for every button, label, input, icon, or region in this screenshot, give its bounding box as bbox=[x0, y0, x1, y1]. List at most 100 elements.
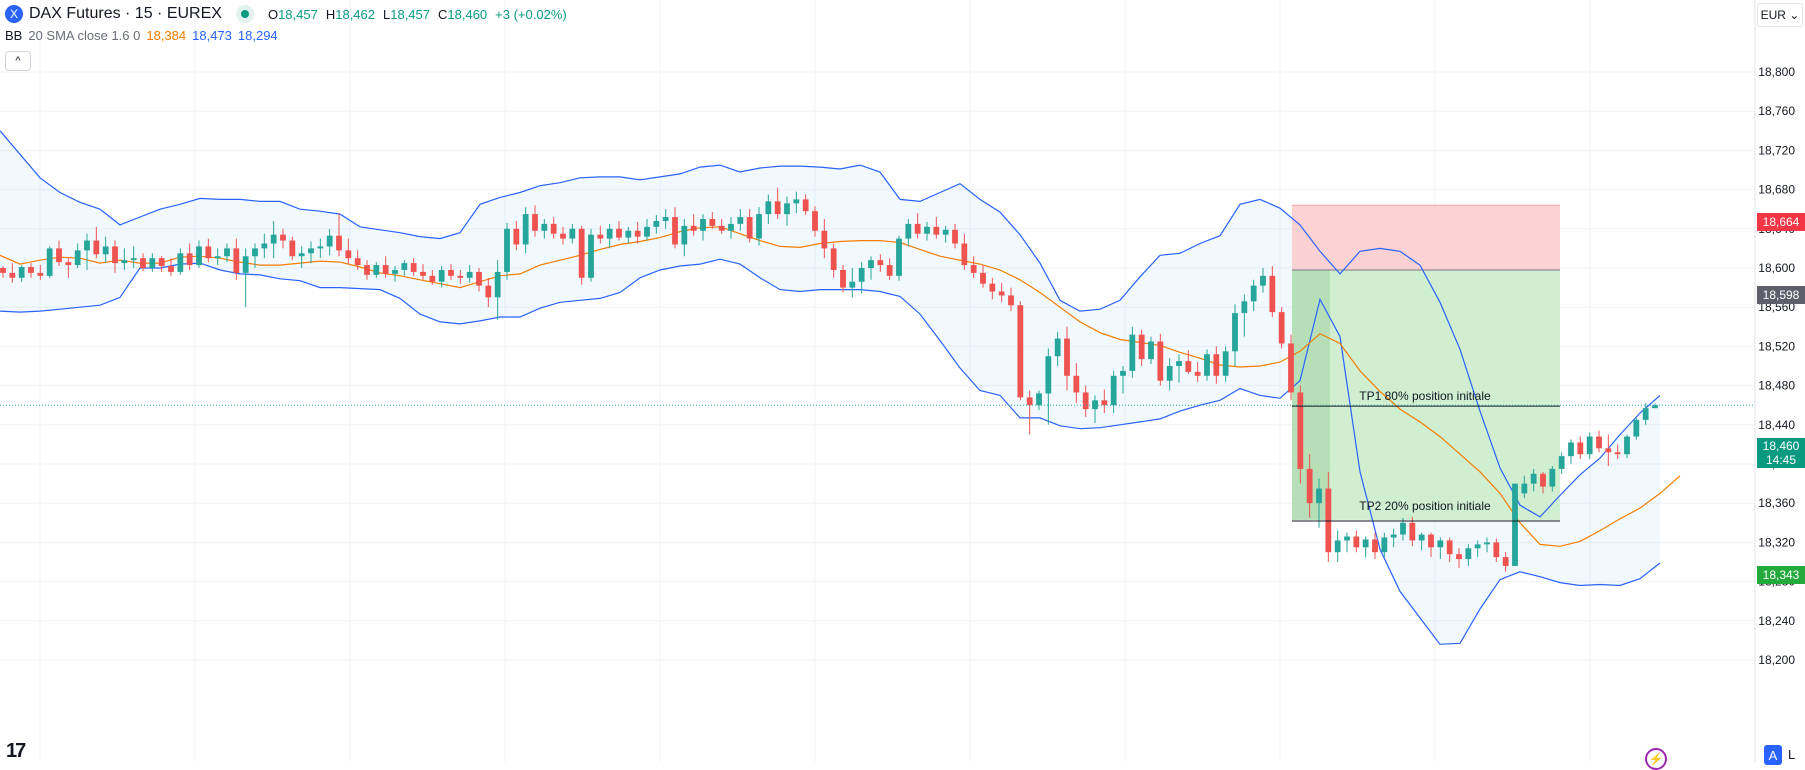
currency-button[interactable]: EUR ⌄ bbox=[1757, 3, 1803, 27]
candle-up bbox=[504, 228, 510, 272]
candle-up bbox=[1362, 539, 1369, 548]
candle-down bbox=[1073, 375, 1080, 393]
candle-up bbox=[1204, 354, 1210, 376]
candle-down bbox=[1353, 536, 1360, 548]
candle-down bbox=[933, 226, 940, 235]
candle-down bbox=[1157, 341, 1164, 381]
candle-down bbox=[532, 214, 538, 231]
candle-down bbox=[429, 275, 436, 282]
indicator-legend[interactable]: BB 20 SMA close 1.6 0 18,384 18,473 18,2… bbox=[5, 28, 278, 43]
candle-down bbox=[420, 271, 426, 276]
candle-down bbox=[774, 201, 781, 215]
long-position-tool[interactable] bbox=[1292, 204, 1560, 520]
candle-down bbox=[1493, 542, 1500, 558]
candle-down bbox=[37, 272, 44, 276]
candle-up bbox=[1465, 548, 1472, 560]
candle-up bbox=[942, 229, 949, 235]
candle-up bbox=[1129, 334, 1136, 371]
candle-up bbox=[121, 260, 128, 264]
bollinger-background bbox=[0, 130, 1660, 645]
tradingview-logo-icon[interactable]: 17 bbox=[6, 740, 26, 762]
candle-down bbox=[1017, 305, 1024, 398]
candle-down bbox=[970, 265, 977, 273]
candle-up bbox=[317, 246, 324, 249]
candles bbox=[0, 187, 1658, 572]
candle-up bbox=[252, 248, 258, 257]
candle-up bbox=[784, 203, 790, 215]
candle-down bbox=[1297, 392, 1304, 469]
candle-down bbox=[952, 229, 958, 244]
candle-down bbox=[1269, 275, 1276, 313]
candle-down bbox=[364, 265, 370, 275]
candle-up bbox=[765, 201, 772, 215]
candle-up bbox=[1036, 393, 1042, 406]
candle-up bbox=[1232, 313, 1238, 352]
candle-down bbox=[448, 269, 454, 276]
change-value: +3 (+0.02%) bbox=[495, 6, 567, 22]
market-open-status-icon[interactable] bbox=[235, 5, 254, 23]
last-price-badge: 18,460 14:45 bbox=[1757, 438, 1805, 468]
candle-down bbox=[0, 268, 6, 273]
candle-down bbox=[1540, 473, 1546, 487]
candle-up bbox=[1054, 338, 1061, 357]
candle-up bbox=[681, 225, 688, 245]
log-scale-button[interactable]: L bbox=[1788, 747, 1796, 762]
candle-down bbox=[233, 248, 240, 273]
candle-down bbox=[289, 240, 296, 257]
candle-up bbox=[401, 263, 408, 270]
y-tick-label: 18,800 bbox=[1758, 65, 1795, 79]
chart-overlays: TP1 80% position initiale TP2 20% positio… bbox=[0, 389, 1755, 522]
candle-up bbox=[1512, 483, 1518, 566]
candle-up bbox=[1120, 370, 1126, 376]
candle-up bbox=[84, 240, 90, 251]
auto-scale-button[interactable]: A bbox=[1764, 745, 1782, 765]
candle-up bbox=[392, 269, 398, 274]
candle-down bbox=[56, 248, 62, 263]
candle-down bbox=[9, 272, 16, 278]
candle-down bbox=[168, 266, 174, 272]
candle-down bbox=[513, 228, 520, 245]
candle-up bbox=[1241, 301, 1248, 314]
candle-down bbox=[1428, 534, 1434, 548]
bolt-icon[interactable]: ⚡ bbox=[1645, 748, 1667, 770]
candle-up bbox=[242, 256, 249, 273]
tp2-label: TP2 20% position initiale bbox=[1359, 499, 1491, 513]
candle-up bbox=[1390, 534, 1397, 538]
candle-up bbox=[849, 281, 856, 288]
candle-up bbox=[270, 234, 277, 244]
candle-up bbox=[662, 217, 669, 221]
chart-grid bbox=[0, 0, 1755, 762]
candle-up bbox=[1250, 285, 1257, 302]
candle-up bbox=[308, 248, 314, 254]
candle-down bbox=[914, 223, 921, 234]
candle-down bbox=[830, 248, 837, 270]
candle-down bbox=[410, 263, 417, 272]
stop-price-badge: 18,664 bbox=[1757, 213, 1805, 231]
candle-up bbox=[46, 248, 53, 276]
bollinger-band-fill bbox=[0, 130, 1660, 645]
candle-down bbox=[709, 219, 716, 226]
close-key: C bbox=[438, 6, 448, 22]
collapse-legend-button[interactable]: ^ bbox=[5, 51, 31, 71]
open-value: 18,457 bbox=[278, 6, 318, 22]
candle-down bbox=[1605, 448, 1612, 453]
candle-down bbox=[1194, 371, 1201, 376]
candle-up bbox=[1045, 356, 1052, 394]
candle-up bbox=[1474, 544, 1481, 549]
bollinger-band-lines bbox=[0, 130, 1681, 645]
candle-down bbox=[578, 228, 585, 278]
candle-down bbox=[457, 275, 464, 278]
symbol-title[interactable]: DAX Futures · 15 · EUREX bbox=[29, 5, 222, 22]
candle-down bbox=[812, 211, 818, 231]
candle-down bbox=[112, 246, 118, 264]
open-key: O bbox=[267, 6, 279, 22]
candle-down bbox=[186, 253, 193, 266]
candle-up bbox=[1316, 488, 1322, 504]
candle-down bbox=[1082, 392, 1089, 410]
price-axis[interactable]: 18,80018,76018,72018,68018,64018,60018,5… bbox=[1754, 0, 1805, 762]
candle-up bbox=[858, 268, 865, 282]
candle-up bbox=[606, 228, 613, 239]
candle-up bbox=[569, 228, 576, 239]
indicator-upper-value: 18,473 bbox=[192, 28, 232, 43]
